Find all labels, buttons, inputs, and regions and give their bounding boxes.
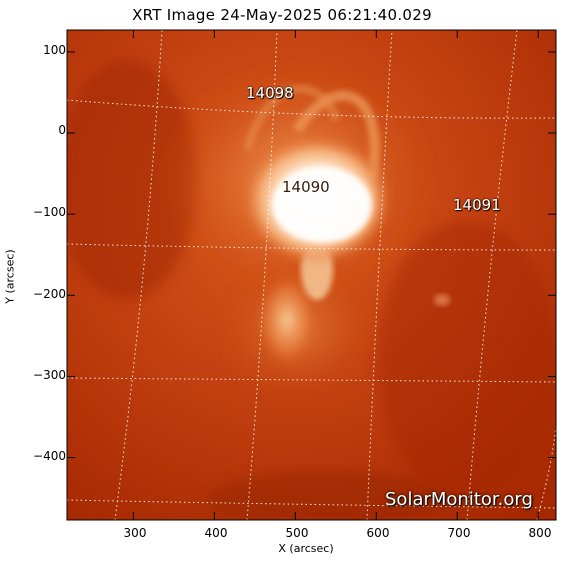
active-region-label: 14098 [246,84,294,102]
y-tick-label: −300 [33,368,66,382]
y-tick-label: −200 [33,287,66,301]
x-tick-label: 400 [204,526,228,540]
active-region-label: 14091 [453,196,501,214]
x-tick-label: 700 [447,526,471,540]
y-tick-label: 100 [43,43,66,57]
x-tick-label: 300 [123,526,147,540]
solar-xray-image [67,30,556,520]
x-tick-label: 600 [366,526,390,540]
active-region-label: 14090 [282,178,330,196]
x-tick-label: 800 [528,526,552,540]
image-title: XRT Image 24-May-2025 06:21:40.029 [132,6,432,24]
x-tick-label: 500 [285,526,309,540]
y-axis-label: Y (arcsec) [3,249,17,304]
coordinate-grid [67,30,556,520]
y-tick-label: 0 [58,123,66,137]
y-tick-label: −400 [33,449,66,463]
watermark: SolarMonitor.org [385,489,533,510]
x-axis-label: X (arcsec) [278,542,334,555]
y-tick-label: −100 [33,205,66,219]
